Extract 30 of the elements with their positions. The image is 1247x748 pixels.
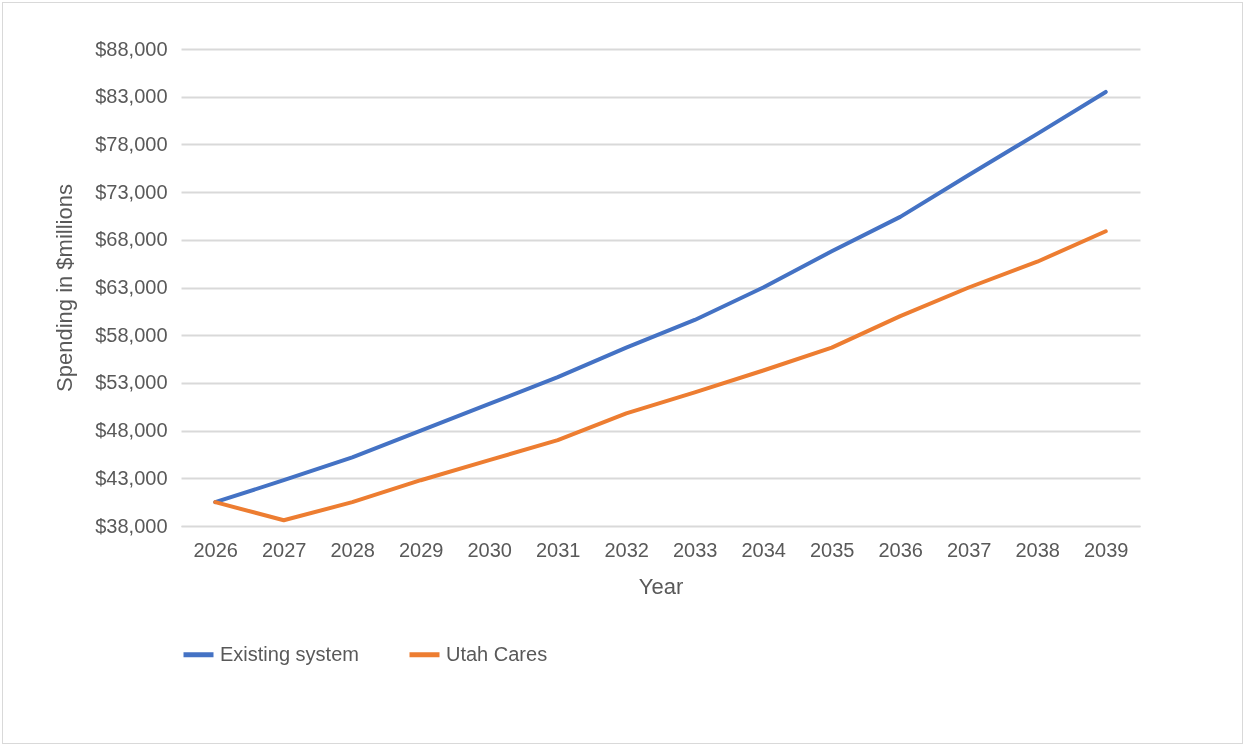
x-tick-label: 2031: [536, 538, 581, 561]
legend-label: Existing system: [220, 642, 359, 665]
x-tick-label: 2039: [1084, 538, 1129, 561]
x-tick-label: 2033: [673, 538, 718, 561]
y-tick-label: $63,000: [95, 276, 168, 298]
y-tick-label: $58,000: [95, 323, 168, 346]
x-axis-title: Year: [638, 573, 684, 599]
y-tick-label: $73,000: [95, 180, 168, 203]
x-tick-label: 2026: [193, 538, 238, 561]
x-tick-label: 2036: [878, 538, 923, 561]
y-tick-label: $38,000: [95, 514, 168, 537]
x-tick-label: 2030: [467, 538, 512, 561]
y-tick-label: $48,000: [95, 419, 168, 442]
y-tick-label: $53,000: [95, 371, 168, 394]
x-tick-label: 2028: [330, 538, 375, 561]
x-tick-label: 2027: [262, 538, 307, 561]
y-tick-label: $78,000: [95, 132, 168, 155]
x-tick-label: 2037: [947, 538, 992, 561]
line-series: [213, 229, 1108, 523]
y-tick-label: $88,000: [95, 37, 168, 60]
x-tick-label: 2032: [604, 538, 649, 561]
y-tick-label: $83,000: [95, 85, 168, 108]
legend-label: Utah Cares: [446, 642, 548, 665]
y-axis-title: Spending in $millions: [52, 184, 78, 392]
x-tick-label: 2038: [1015, 538, 1060, 561]
y-tick-label: $43,000: [95, 466, 168, 489]
x-tick-label: 2035: [810, 538, 855, 561]
x-tick-label: 2029: [399, 538, 444, 561]
x-tick-label: 2034: [741, 538, 786, 561]
y-tick-label: $68,000: [95, 228, 168, 251]
